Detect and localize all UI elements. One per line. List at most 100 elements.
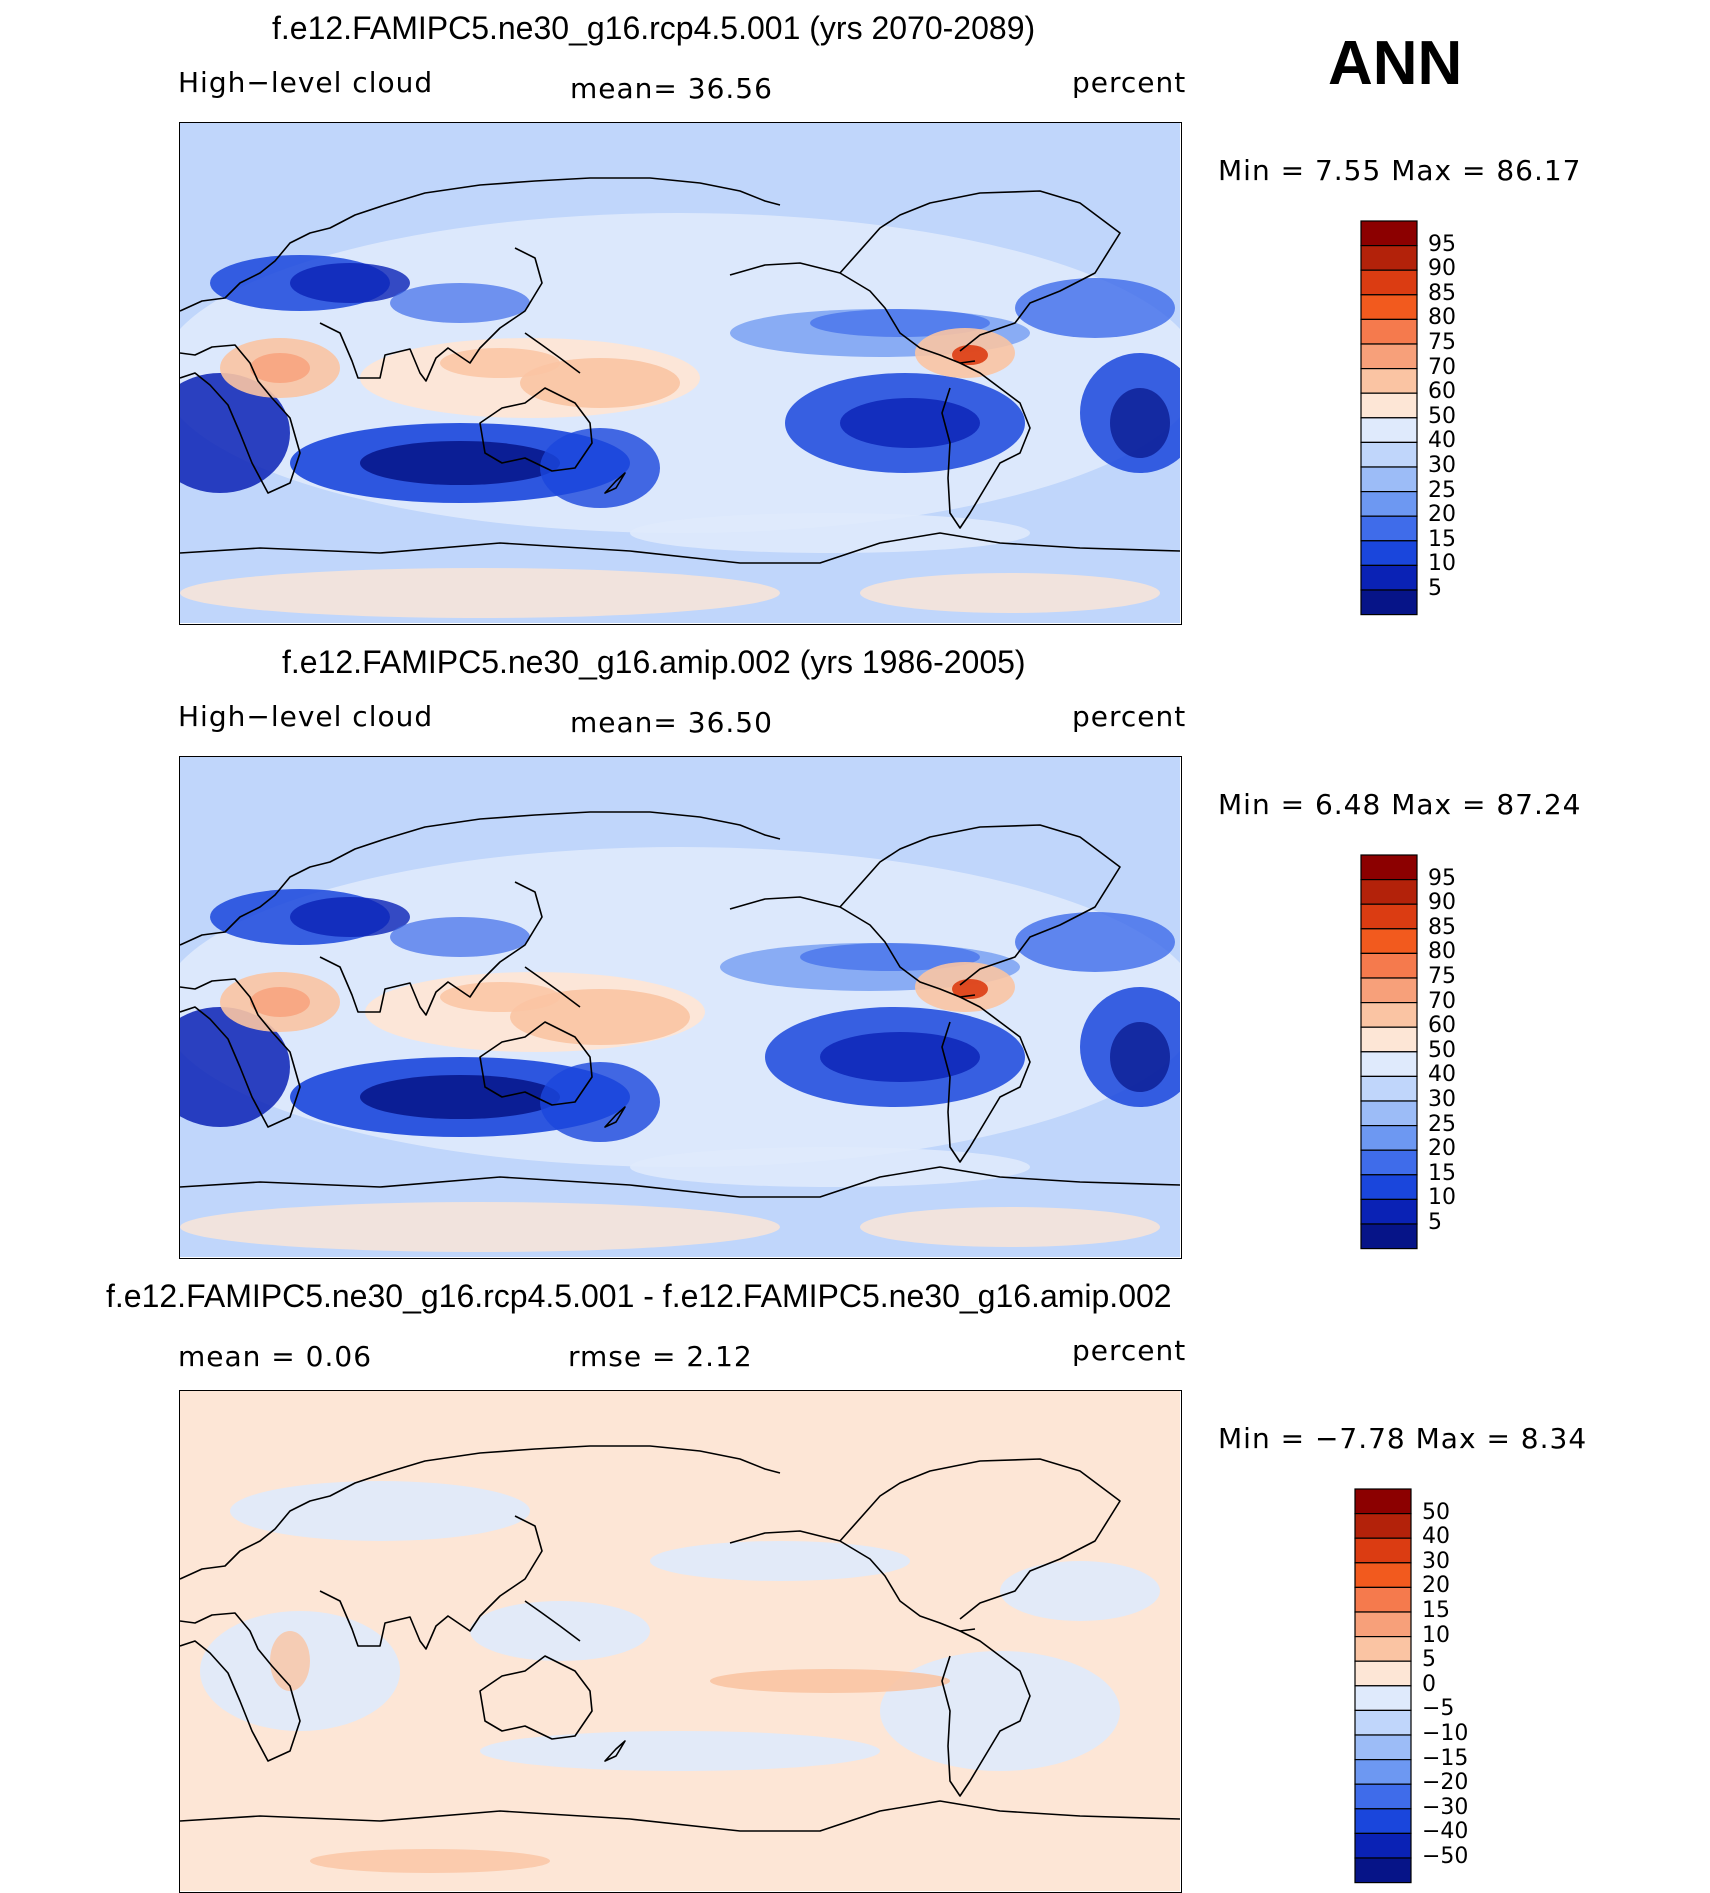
- colorbar-swatch: [1360, 1026, 1418, 1053]
- colorbar-swatch: [1360, 392, 1418, 419]
- field-contour: [360, 441, 560, 485]
- field-contour: [440, 348, 560, 378]
- panel-2-colorbar: 95 90 85 80 75 70 60 50 40 30 25 20 15 10 5: [1360, 854, 1500, 1256]
- field-contour: [250, 353, 310, 383]
- field-contour: [510, 989, 690, 1045]
- coastline: [839, 190, 1121, 352]
- colorbar-tick-label: 5: [1428, 1210, 1442, 1235]
- panel-3-colorbar: 50 40 30 20 15 10 5 0 −5 −10 −15 −20 −30 −40 −50: [1354, 1488, 1494, 1890]
- panel-1-title: f.e12.FAMIPC5.ne30_g16.rcp4.5.001 (yrs 2…: [272, 10, 1036, 46]
- colorbar-swatch: [1360, 1051, 1418, 1078]
- colorbar-swatch: [1360, 368, 1418, 394]
- panel-1-units-label: percent: [1072, 66, 1187, 99]
- field-contour: [290, 897, 410, 937]
- colorbar-swatch: [1360, 854, 1418, 881]
- colorbar-swatch: [1360, 466, 1418, 493]
- colorbar-tick-label: 20: [1422, 1573, 1450, 1599]
- field-contour: [860, 573, 1160, 613]
- coastline: [839, 824, 1121, 986]
- colorbar-tick-label: 15: [1428, 526, 1456, 552]
- panel-3-mean-label: mean = 0.06: [178, 1340, 373, 1373]
- field-contour: [180, 1202, 780, 1252]
- coastline: [180, 532, 1180, 564]
- colorbar-swatch: [1354, 1537, 1412, 1564]
- colorbar-tick-label: 50: [1428, 403, 1456, 429]
- season-label: ANN: [1328, 29, 1463, 98]
- colorbar-swatch: [1354, 1586, 1412, 1613]
- colorbar-swatch: [1360, 441, 1418, 468]
- colorbar-tick-label: 80: [1428, 305, 1456, 331]
- colorbar-swatch: [1354, 1759, 1412, 1785]
- colorbar-tick-label: −5: [1422, 1696, 1455, 1722]
- colorbar-swatch: [1360, 564, 1418, 591]
- colorbar-swatch: [1360, 515, 1418, 542]
- coastline: [479, 1021, 593, 1106]
- colorbar-tick-label: 75: [1428, 964, 1456, 989]
- colorbar-tick-label: −15: [1422, 1745, 1469, 1771]
- colorbar-swatch: [1354, 1783, 1412, 1810]
- panel-3-units-label: percent: [1072, 1334, 1187, 1367]
- field-contour: [650, 1541, 910, 1581]
- field-contour: [270, 1631, 310, 1691]
- field-contour: [250, 987, 310, 1017]
- panel-3-rmse-label: rmse = 2.12: [568, 1340, 753, 1373]
- colorbar-tick-label: −30: [1422, 1794, 1469, 1820]
- colorbar-svg: [1360, 220, 1418, 616]
- panel-1-variable-label: High−level cloud: [178, 66, 434, 99]
- colorbar-tick-label: 70: [1428, 988, 1456, 1014]
- field-contour: [390, 917, 530, 957]
- field-contour: [810, 309, 990, 337]
- colorbar-swatch: [1360, 879, 1418, 905]
- field-contour: [440, 982, 560, 1012]
- panel-2-title: f.e12.FAMIPC5.ne30_g16.amip.002 (yrs 198…: [282, 644, 1026, 680]
- colorbar-tick-label: 30: [1428, 453, 1456, 478]
- colorbar-tick-label: 40: [1422, 1524, 1450, 1550]
- colorbar-tick-label: 5: [1422, 1647, 1436, 1673]
- colorbar-tick-label: 95: [1428, 231, 1456, 257]
- coastline: [319, 1515, 543, 1650]
- colorbar-swatch: [1360, 1223, 1418, 1250]
- colorbar-tick-label: 15: [1422, 1598, 1450, 1623]
- colorbar-swatch: [1360, 952, 1418, 979]
- field-contour: [540, 1062, 660, 1142]
- colorbar-swatch: [1354, 1488, 1412, 1515]
- colorbar-swatch: [1354, 1709, 1412, 1736]
- colorbar-tick-label: 85: [1428, 914, 1456, 940]
- colorbar-tick-label: −20: [1422, 1770, 1469, 1796]
- field-contour: [1110, 1022, 1170, 1092]
- colorbar-tick-label: 60: [1428, 379, 1456, 405]
- colorbar-swatch: [1354, 1513, 1412, 1539]
- colorbar-svg: [1360, 854, 1418, 1250]
- coastline: [729, 262, 976, 364]
- field-contour: [820, 1032, 980, 1082]
- field-contour: [390, 283, 530, 323]
- coastline: [839, 1458, 1121, 1620]
- field-contour: [860, 1207, 1160, 1247]
- colorbar-swatch: [1354, 1636, 1412, 1662]
- colorbar-tick-label: −40: [1422, 1819, 1469, 1845]
- colorbar-tick-label: 40: [1428, 428, 1456, 454]
- colorbar-tick-label: 0: [1422, 1671, 1436, 1697]
- field-contour: [710, 1669, 950, 1693]
- colorbar-tick-label: 10: [1428, 1185, 1456, 1211]
- colorbar-tick-label: 70: [1428, 354, 1456, 380]
- panel-2-minmax: Min = 6.48 Max = 87.24: [1218, 788, 1582, 821]
- coastline: [180, 1612, 301, 1762]
- colorbar-tick-label: 50: [1422, 1499, 1450, 1525]
- colorbar-swatch: [1360, 1125, 1418, 1151]
- panel-1-minmax: Min = 7.55 Max = 86.17: [1218, 154, 1582, 187]
- panel-2-mean-label: mean= 36.50: [570, 706, 773, 739]
- colorbar-tick-label: 60: [1428, 1013, 1456, 1039]
- field-contour: [480, 1731, 880, 1771]
- field-contour: [360, 1075, 560, 1119]
- field-contour: [630, 1147, 1030, 1187]
- coastline: [524, 966, 581, 1008]
- panel-3-map: [179, 1390, 1182, 1893]
- field-contour: [840, 398, 980, 448]
- colorbar-tick-label: −10: [1422, 1721, 1469, 1746]
- field-contour: [800, 943, 980, 971]
- colorbar-swatch: [1360, 1174, 1418, 1200]
- colorbar-swatch: [1360, 491, 1418, 517]
- colorbar-swatch: [1360, 269, 1418, 296]
- colorbar-tick-label: 20: [1428, 502, 1456, 528]
